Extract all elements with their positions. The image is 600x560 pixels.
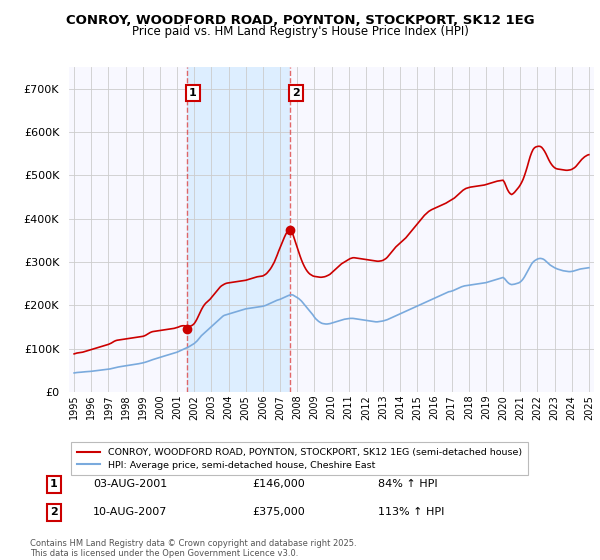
Text: 2: 2 (50, 507, 58, 517)
Text: 113% ↑ HPI: 113% ↑ HPI (378, 507, 445, 517)
Text: 10-AUG-2007: 10-AUG-2007 (93, 507, 167, 517)
Text: £375,000: £375,000 (252, 507, 305, 517)
Text: Price paid vs. HM Land Registry's House Price Index (HPI): Price paid vs. HM Land Registry's House … (131, 25, 469, 38)
Text: 2: 2 (292, 88, 300, 98)
Text: CONROY, WOODFORD ROAD, POYNTON, STOCKPORT, SK12 1EG: CONROY, WOODFORD ROAD, POYNTON, STOCKPOR… (65, 14, 535, 27)
Text: Contains HM Land Registry data © Crown copyright and database right 2025.
This d: Contains HM Land Registry data © Crown c… (30, 539, 356, 558)
Text: 84% ↑ HPI: 84% ↑ HPI (378, 479, 437, 489)
Text: £146,000: £146,000 (252, 479, 305, 489)
Text: 1: 1 (189, 88, 197, 98)
Text: 1: 1 (50, 479, 58, 489)
Legend: CONROY, WOODFORD ROAD, POYNTON, STOCKPORT, SK12 1EG (semi-detached house), HPI: : CONROY, WOODFORD ROAD, POYNTON, STOCKPOR… (71, 442, 528, 475)
Bar (187, 67, 290, 392)
Text: 03-AUG-2001: 03-AUG-2001 (93, 479, 167, 489)
